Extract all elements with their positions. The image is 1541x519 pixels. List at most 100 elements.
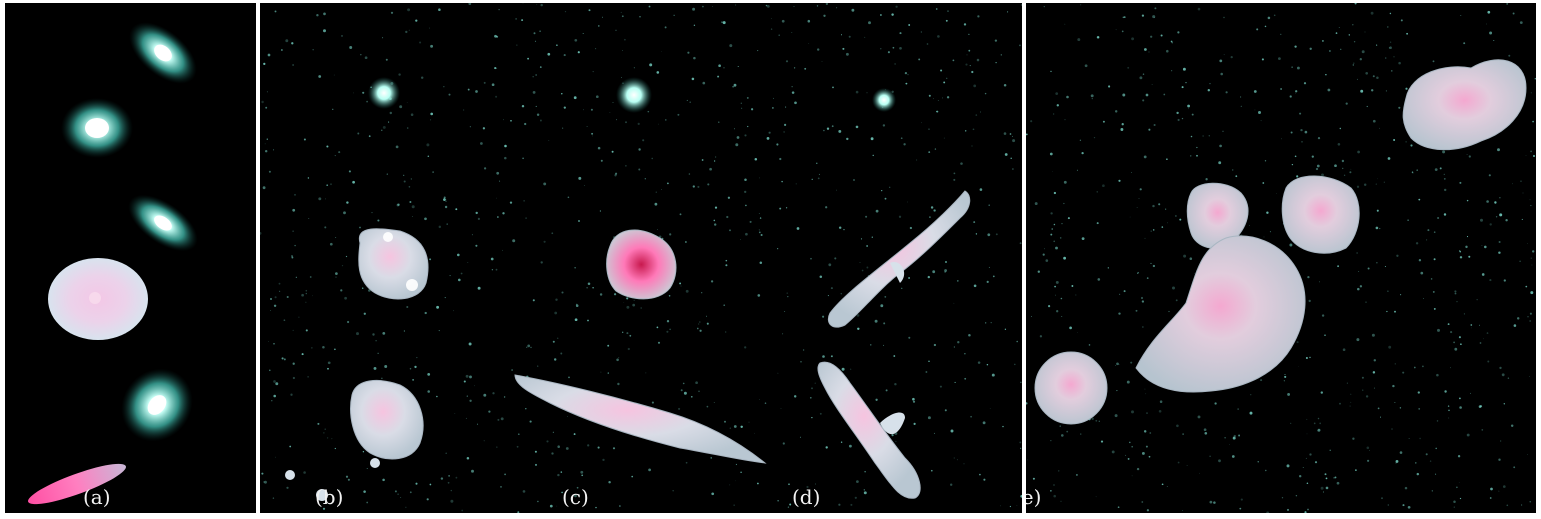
particle	[332, 108, 334, 110]
particle	[1529, 312, 1532, 315]
particle	[1148, 128, 1151, 131]
particle	[1171, 42, 1173, 44]
particle	[1197, 415, 1201, 419]
particle	[463, 380, 466, 383]
particle	[1080, 4, 1082, 6]
particle	[1418, 408, 1421, 410]
particle	[495, 268, 498, 271]
particle	[499, 180, 501, 182]
particle	[1063, 180, 1067, 184]
particle	[265, 106, 268, 109]
particle	[574, 38, 578, 42]
particle	[1407, 219, 1409, 221]
particle	[695, 381, 698, 385]
particle	[1380, 416, 1381, 418]
particle	[525, 217, 527, 220]
particle	[1144, 388, 1146, 390]
particle	[1102, 184, 1105, 188]
particle	[1454, 290, 1457, 293]
particle	[1443, 173, 1445, 176]
particle	[364, 56, 368, 60]
particle	[1248, 224, 1250, 226]
particle	[765, 4, 768, 7]
particle	[1466, 153, 1468, 156]
particle	[1395, 462, 1397, 464]
particle	[1063, 256, 1066, 260]
particle	[496, 197, 497, 199]
particle	[1096, 222, 1099, 225]
particle	[832, 86, 834, 89]
particle	[1084, 64, 1088, 68]
particle	[266, 91, 268, 93]
particle	[929, 216, 931, 218]
particle	[1190, 135, 1193, 138]
particle	[638, 148, 641, 151]
particle	[1218, 161, 1222, 165]
particle	[438, 8, 441, 11]
particle	[573, 96, 577, 100]
particle	[454, 412, 456, 414]
particle	[1489, 223, 1492, 226]
particle	[894, 382, 897, 386]
particle	[344, 296, 347, 300]
blob-c-mid	[606, 229, 677, 300]
particle	[759, 399, 761, 400]
particle	[261, 472, 264, 475]
particle	[539, 119, 542, 122]
particle	[571, 501, 573, 503]
particle	[1020, 3, 1022, 6]
particle	[390, 11, 394, 14]
particle	[1093, 136, 1096, 139]
particle	[1319, 281, 1320, 283]
particle	[1289, 243, 1293, 247]
particle	[1305, 356, 1308, 360]
particle	[718, 64, 721, 68]
particle	[343, 211, 346, 215]
particle	[651, 157, 653, 160]
particle	[424, 217, 427, 221]
particle	[866, 245, 868, 247]
particle	[444, 205, 448, 209]
particle	[973, 284, 977, 288]
particle	[415, 482, 418, 485]
particle	[400, 497, 402, 498]
particle	[271, 400, 273, 402]
particle	[1199, 472, 1200, 474]
particle	[1081, 151, 1084, 155]
particle	[836, 189, 838, 191]
particle	[740, 471, 742, 474]
particle	[477, 217, 481, 221]
particle	[744, 346, 747, 349]
particle	[1225, 91, 1228, 94]
particle	[1313, 422, 1316, 425]
particle	[905, 82, 908, 85]
particle	[1357, 287, 1360, 291]
particle	[1304, 511, 1307, 513]
particle	[311, 347, 313, 349]
particle	[678, 407, 681, 410]
particle	[1000, 505, 1001, 507]
particle	[956, 459, 958, 461]
particle	[987, 233, 991, 237]
particle	[1020, 381, 1022, 383]
particle	[372, 333, 375, 336]
particle	[830, 287, 833, 290]
particle	[564, 10, 567, 13]
particle	[1296, 341, 1299, 344]
particle	[1171, 70, 1173, 72]
particle	[408, 186, 411, 188]
particle	[838, 226, 842, 229]
particle	[682, 382, 685, 385]
particle	[534, 450, 537, 453]
particle	[1258, 111, 1261, 114]
particle	[601, 16, 603, 18]
particle	[827, 295, 829, 297]
particle	[341, 265, 344, 267]
particle	[1121, 30, 1124, 33]
particle	[1468, 155, 1471, 158]
blob-b-mid	[358, 228, 429, 300]
particle	[1486, 200, 1489, 203]
particle	[1204, 431, 1208, 435]
particle	[1026, 402, 1028, 405]
particle	[721, 21, 723, 24]
